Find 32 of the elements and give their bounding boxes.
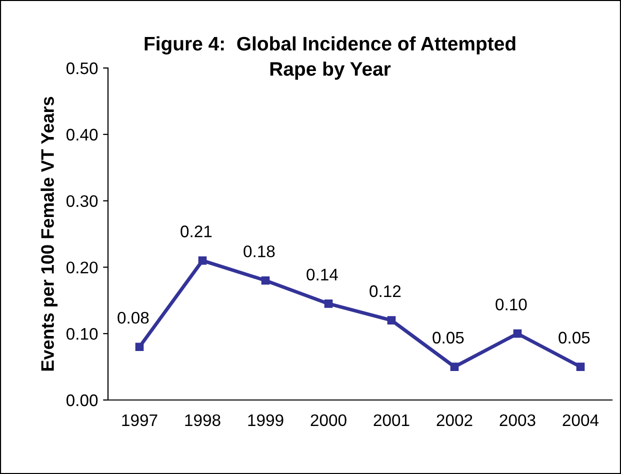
point	[387, 316, 396, 324]
y-tick-label: 0.40	[66, 128, 98, 141]
x-tick-label: 2002	[436, 414, 472, 426]
data-label: 0.14	[306, 268, 338, 281]
data-label: 0.05	[432, 332, 464, 344]
x-tick-label: 2003	[500, 414, 536, 426]
point	[450, 362, 459, 371]
data-label: 0.18	[244, 245, 275, 258]
x-tick-label: 1998	[185, 414, 220, 426]
data-label: 0.12	[370, 285, 401, 298]
point	[576, 362, 585, 371]
data-label: 0.21	[180, 226, 212, 238]
y-tick-label: 0.30	[66, 195, 98, 208]
point	[198, 256, 207, 265]
y-tick-label: 0.00	[66, 394, 98, 406]
x-tick-label: 1997	[122, 414, 158, 426]
data-label: 0.10	[496, 298, 527, 310]
x-tick-label: 1999	[248, 414, 284, 426]
data-label: 0.05	[558, 332, 590, 344]
point	[513, 329, 522, 338]
y-tick-label: 0.10	[66, 328, 98, 340]
x-tick-label: 2001	[374, 414, 410, 426]
x-tick-label: 2000	[310, 414, 346, 426]
y-tick-label: 0.50	[66, 62, 98, 74]
point	[135, 342, 144, 352]
chart-title: Figure 4: Global Incidence of Attempted Rape by Year	[144, 36, 516, 80]
point	[324, 300, 333, 308]
data-label: 0.08	[118, 312, 149, 324]
y-tick-label: 0.20	[66, 262, 98, 274]
point	[261, 276, 270, 285]
y-axis-title: Events per 100 Female VT Years	[40, 96, 58, 371]
x-tick-label: 2004	[562, 414, 599, 426]
